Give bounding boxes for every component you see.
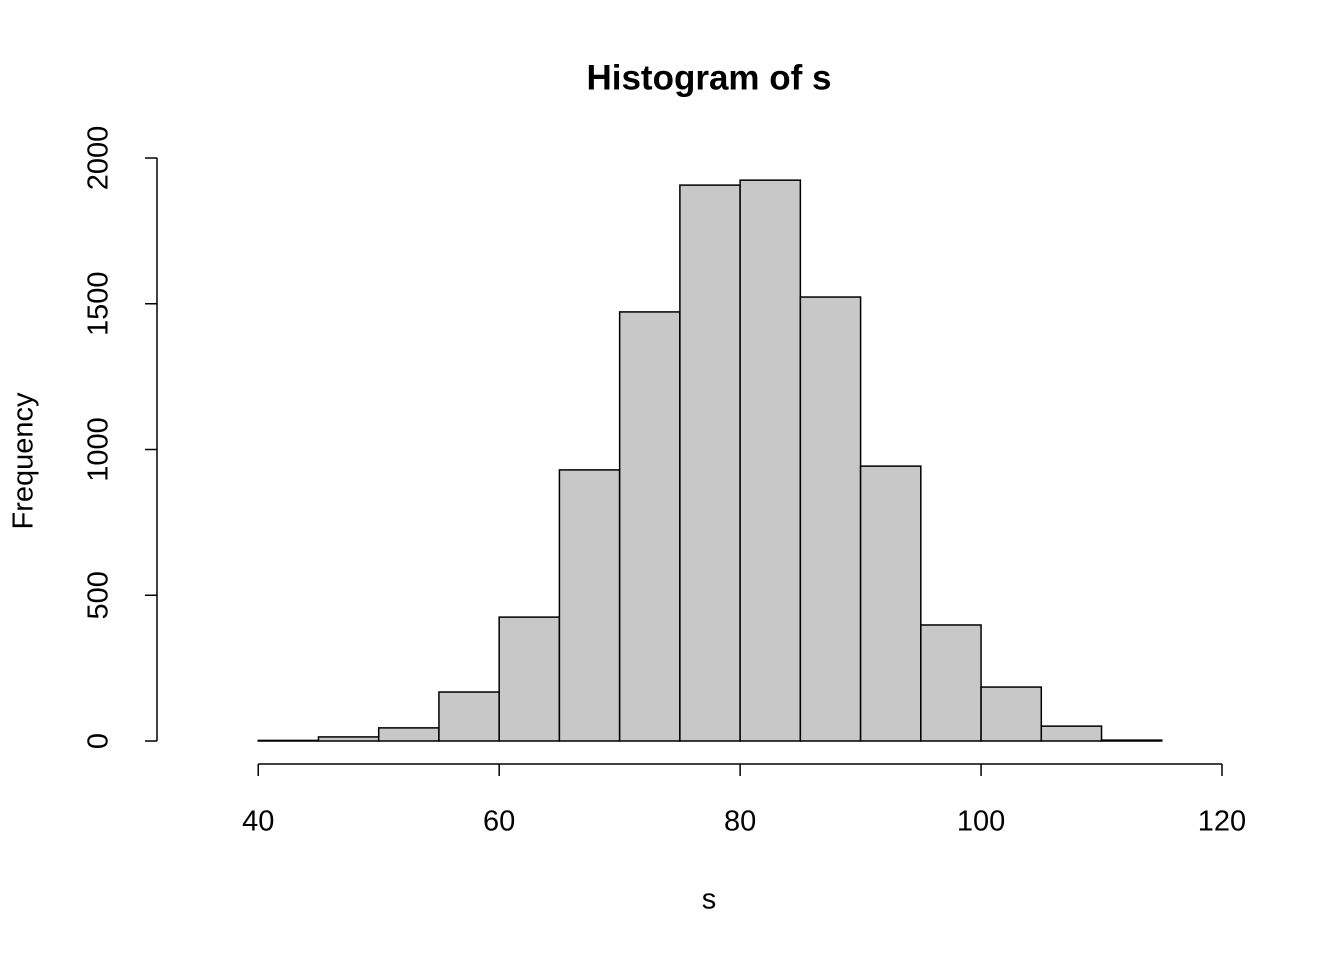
bar bbox=[317, 736, 380, 742]
y-tick-label: 500 bbox=[83, 571, 115, 619]
y-tick-label: 1500 bbox=[83, 271, 115, 336]
y-tick-label: 2000 bbox=[83, 126, 115, 191]
x-tick-label: 40 bbox=[242, 806, 274, 838]
x-tick-label: 120 bbox=[1198, 806, 1246, 838]
x-tick-label: 80 bbox=[724, 806, 756, 838]
bar bbox=[920, 624, 982, 742]
bar bbox=[1100, 739, 1163, 742]
y-tick-label: 1000 bbox=[83, 417, 115, 482]
bar bbox=[257, 739, 320, 742]
bar bbox=[558, 469, 621, 742]
y-axis-label: Frequency bbox=[8, 392, 40, 530]
bar bbox=[377, 727, 440, 742]
bar bbox=[618, 311, 681, 742]
bar bbox=[679, 184, 741, 742]
bar bbox=[498, 616, 561, 742]
bar bbox=[980, 686, 1043, 742]
bar bbox=[739, 179, 802, 742]
y-tick-label: 0 bbox=[83, 733, 115, 749]
bar bbox=[859, 465, 922, 742]
x-tick-label: 60 bbox=[483, 806, 515, 838]
x-tick-label: 100 bbox=[957, 806, 1005, 838]
chart-title: Histogram of s bbox=[586, 58, 831, 97]
bar bbox=[1040, 725, 1103, 742]
bar bbox=[799, 296, 862, 742]
x-axis-label: s bbox=[702, 884, 717, 916]
bar bbox=[438, 691, 500, 742]
